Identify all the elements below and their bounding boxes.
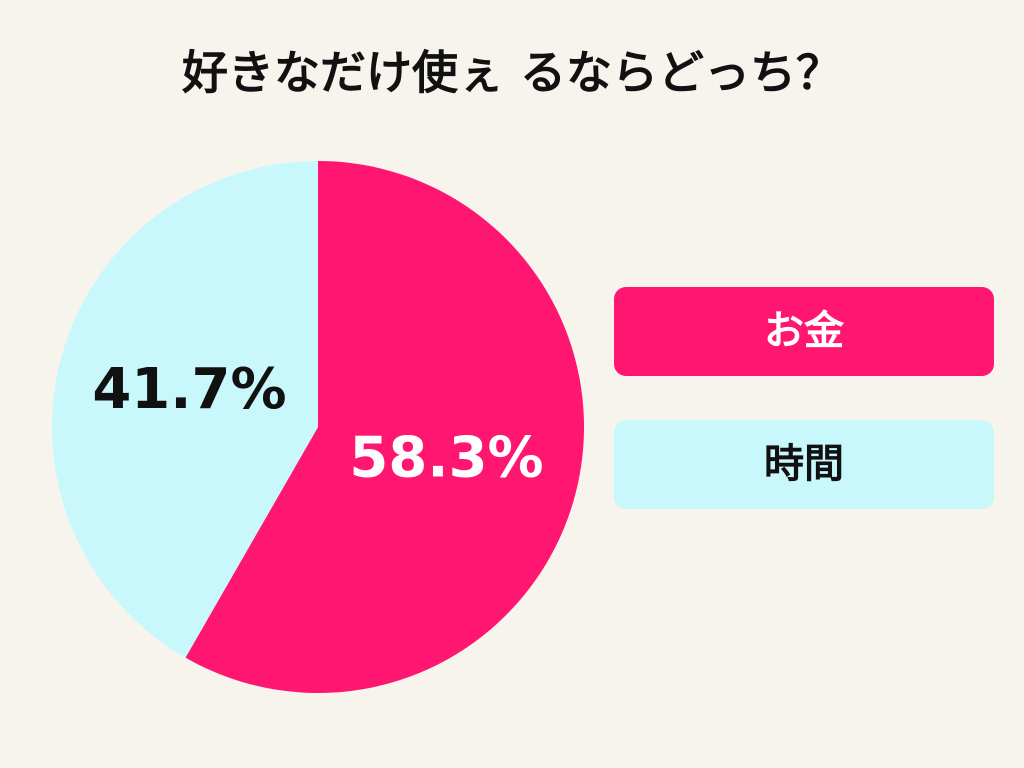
- legend-label: お金: [764, 308, 845, 354]
- pie-slice: [51, 161, 318, 658]
- pie-slice: [185, 161, 584, 693]
- legend-swatch: [614, 287, 994, 376]
- legend-swatch: [614, 420, 994, 509]
- pie-label: 58.3%: [349, 425, 543, 490]
- chart-title: 好きなだけ使ぇ るならどっち？: [181, 46, 842, 100]
- legend-label: 時間: [764, 441, 844, 487]
- pie-label: 41.7%: [92, 357, 286, 422]
